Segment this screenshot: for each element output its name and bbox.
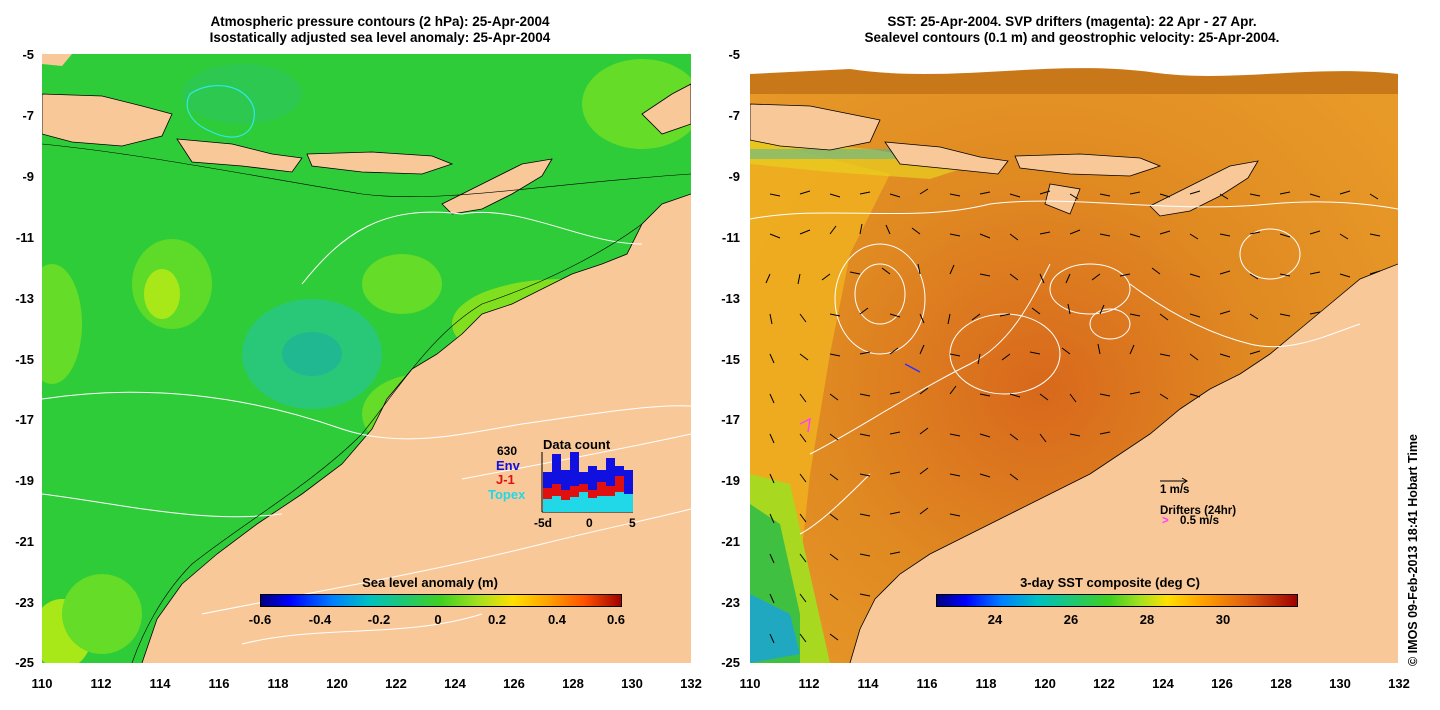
y-tick: -23 <box>15 595 34 610</box>
y-tick: -25 <box>15 655 34 670</box>
x-tick: 132 <box>1388 676 1410 691</box>
y-tick: -19 <box>15 473 34 488</box>
x-tick: 126 <box>1211 676 1233 691</box>
colorbar-label: 24 <box>987 612 1003 627</box>
x-tick: 116 <box>208 676 230 691</box>
legend-env: Env <box>496 458 520 473</box>
x-tick: 110 <box>739 676 761 691</box>
x-tick: 128 <box>562 676 584 691</box>
colorbar-label: 26 <box>1063 612 1079 627</box>
x-tick: 122 <box>385 676 407 691</box>
y-tick: -25 <box>721 655 740 670</box>
hist-axis-label: 0 <box>586 516 593 530</box>
left-colorbar <box>260 594 622 607</box>
x-tick: 128 <box>1270 676 1292 691</box>
y-tick: -7 <box>728 108 740 123</box>
y-tick: -11 <box>721 230 740 245</box>
x-tick: 120 <box>1034 676 1056 691</box>
drifters-label: Drifters (24hr) <box>1160 505 1237 517</box>
hist-axis-label: -5d <box>534 516 552 530</box>
x-tick: 130 <box>1329 676 1351 691</box>
y-tick: -23 <box>721 595 740 610</box>
left-title-line2: Isostatically adjusted sea level anomaly… <box>209 30 551 45</box>
velocity-scale-label: 1 m/s <box>1160 484 1190 496</box>
legend-j1: J-1 <box>496 472 515 487</box>
x-tick: 120 <box>326 676 348 691</box>
colorbar-label: -0.6 <box>248 612 272 627</box>
x-tick: 126 <box>503 676 525 691</box>
y-tick: -15 <box>15 352 34 367</box>
data-count-title: Data count <box>543 437 611 452</box>
velocity-scale-arrow <box>1160 477 1188 484</box>
legend-topex: Topex <box>488 487 526 502</box>
x-tick: 114 <box>149 676 171 691</box>
colorbar-label: 0.6 <box>606 612 626 627</box>
drifters-arrow-icon: > <box>1162 515 1169 527</box>
right-colorbar <box>936 594 1298 607</box>
colorbar-label: -0.4 <box>308 612 332 627</box>
x-tick: 110 <box>31 676 53 691</box>
y-tick: -13 <box>15 291 34 306</box>
data-count-total: 630 <box>497 444 518 458</box>
right-title-line1: SST: 25-Apr-2004. SVP drifters (magenta)… <box>887 14 1257 29</box>
x-tick: 116 <box>916 676 938 691</box>
right-colorbar-title: 3-day SST composite (deg C) <box>1020 575 1200 590</box>
y-tick: -21 <box>15 534 34 549</box>
y-tick: -13 <box>721 291 740 306</box>
histogram-bars <box>543 452 633 512</box>
colorbar-label: -0.2 <box>367 612 391 627</box>
x-tick: 118 <box>267 676 289 691</box>
sst-map <box>750 54 1398 663</box>
y-tick: -7 <box>22 108 34 123</box>
x-tick: 114 <box>857 676 879 691</box>
x-tick: 130 <box>621 676 643 691</box>
right-map <box>750 54 1398 663</box>
x-tick: 124 <box>444 676 466 691</box>
colorbar-label: 0.2 <box>487 612 507 627</box>
x-tick: 124 <box>1152 676 1174 691</box>
x-tick: 118 <box>975 676 997 691</box>
credit-text: © IMOS 09-Feb-2013 18:41 Hobart Time <box>1406 434 1420 666</box>
drifters-speed: 0.5 m/s <box>1180 515 1219 527</box>
y-tick: -19 <box>721 473 740 488</box>
x-tick: 122 <box>1093 676 1115 691</box>
colorbar-label: 28 <box>1139 612 1155 627</box>
x-tick: 112 <box>798 676 820 691</box>
right-title-line2: Sealevel contours (0.1 m) and geostrophi… <box>864 30 1280 45</box>
left-title-line1: Atmospheric pressure contours (2 hPa): 2… <box>210 14 550 29</box>
y-tick: -15 <box>721 352 740 367</box>
data-count-histogram <box>541 452 633 513</box>
y-tick: -21 <box>721 534 740 549</box>
x-tick: 112 <box>90 676 112 691</box>
x-tick: 132 <box>680 676 702 691</box>
velocity-vectors <box>765 188 1381 644</box>
sea-level-anomaly-map <box>42 54 691 663</box>
y-tick: -11 <box>15 230 34 245</box>
y-tick: -5 <box>22 47 34 62</box>
colorbar-label: 0.4 <box>547 612 567 627</box>
y-tick: -9 <box>728 169 740 184</box>
y-tick: -17 <box>721 412 740 427</box>
y-tick: -9 <box>22 169 34 184</box>
left-colorbar-title: Sea level anomaly (m) <box>362 575 498 590</box>
colorbar-label: 0 <box>434 612 442 627</box>
colorbar-label: 30 <box>1215 612 1231 627</box>
y-tick: -17 <box>15 412 34 427</box>
left-map <box>42 54 691 663</box>
hist-axis-label: 5 <box>629 516 636 530</box>
y-tick: -5 <box>728 47 740 62</box>
